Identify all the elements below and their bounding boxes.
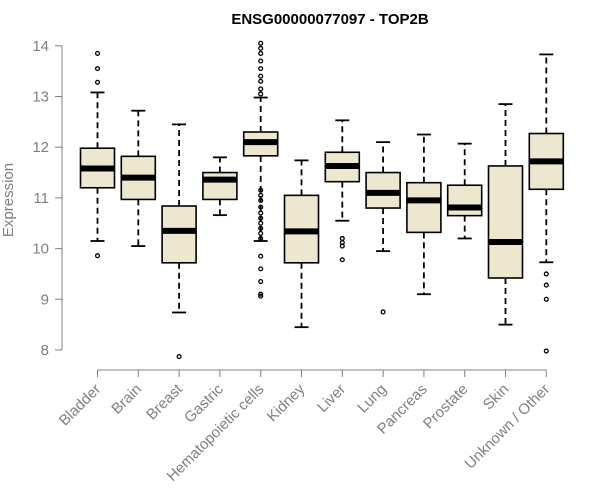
box-group-gastric [202, 156, 238, 217]
box-group-pancreas [406, 133, 442, 296]
x-tick-label: Kidney [264, 380, 309, 425]
box-iqr [487, 165, 524, 279]
outlier-point [258, 266, 264, 272]
y-tick-label: 14 [32, 38, 49, 55]
outlier-point [380, 309, 386, 315]
box-group-liver [324, 119, 361, 263]
outlier-point [94, 253, 101, 259]
x-tick-label: Lung [354, 381, 390, 417]
x-tick-label: Skin [480, 381, 513, 414]
outlier-point [258, 235, 264, 242]
outlier-point [258, 50, 264, 56]
outlier-point [339, 257, 345, 263]
outlier-point [258, 86, 264, 92]
y-tick-label: 11 [33, 190, 49, 207]
outlier-point [258, 279, 264, 285]
x-tick-label: Prostate [420, 381, 472, 433]
box-group-kidney [283, 159, 320, 329]
x-tick-label: Breast [143, 380, 186, 423]
box-group-lung [365, 141, 401, 315]
outlier-point [258, 91, 264, 97]
outlier-point [176, 354, 182, 360]
box-group-breast [161, 123, 197, 360]
outlier-point [543, 282, 549, 288]
box-iqr [161, 205, 197, 264]
outlier-point [258, 40, 264, 46]
box-group-brain [120, 109, 157, 247]
outlier-point [543, 296, 549, 302]
outlier-point [339, 235, 345, 242]
box-group-unknown-other [528, 53, 565, 354]
outlier-point [94, 79, 101, 85]
y-axis: 8 9 10 11 12 13 14 [32, 38, 63, 359]
x-tick-label: Bladder [56, 381, 105, 430]
box-group-prostate [446, 142, 483, 240]
outlier-point [258, 78, 264, 84]
outlier-point [94, 66, 101, 72]
outlier-point [258, 187, 264, 193]
boxes-group [79, 40, 565, 360]
box-group-bladder [79, 50, 116, 259]
outlier-point [258, 45, 264, 51]
outlier-point [258, 291, 264, 297]
outlier-point [258, 73, 264, 79]
y-axis-label: Expression [0, 163, 17, 237]
chart-title: ENSG00000077097 - TOP2B [231, 11, 429, 28]
box-iqr [406, 181, 442, 234]
outlier-point [94, 50, 101, 56]
outlier-point [258, 230, 264, 236]
outlier-point [258, 293, 264, 299]
outlier-point [258, 197, 264, 203]
y-tick-label: 8 [41, 342, 49, 359]
outlier-point [258, 215, 264, 221]
x-tick-label: Liver [314, 381, 349, 416]
outlier-point [258, 192, 264, 198]
y-tick-label: 10 [32, 241, 49, 258]
y-tick-label: 12 [32, 139, 49, 156]
box-group-skin [487, 103, 524, 326]
outlier-point [258, 253, 264, 259]
outlier-point [339, 239, 345, 246]
outlier-point [258, 66, 264, 72]
outlier-point [543, 348, 549, 354]
y-tick-label: 13 [32, 89, 49, 106]
outlier-point [258, 220, 264, 226]
y-tick-label: 9 [41, 291, 49, 308]
box-group-hematopoietic-cells [242, 40, 279, 299]
outlier-point [258, 225, 264, 231]
outlier-point [258, 210, 264, 216]
outlier-point [258, 58, 264, 64]
outlier-point [543, 271, 549, 277]
box-iqr [446, 184, 483, 217]
box-iqr [202, 171, 238, 201]
outlier-point [258, 204, 264, 210]
x-tick-label: Brain [108, 381, 145, 418]
